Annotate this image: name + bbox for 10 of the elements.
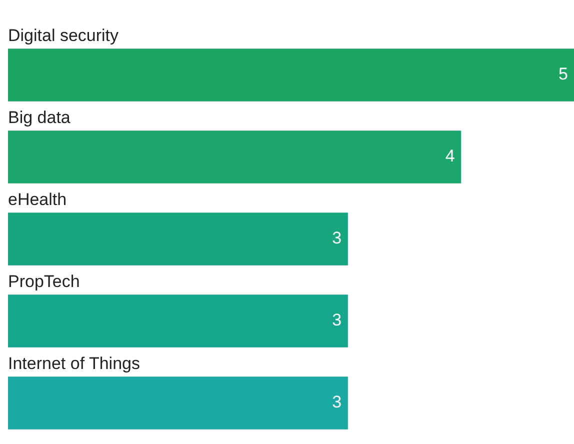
data-label: 4: [445, 146, 455, 166]
y-tick-label: Big data: [8, 108, 71, 127]
data-label: 3: [332, 310, 342, 330]
y-tick-label: Internet of Things: [8, 354, 140, 373]
y-tick-label: PropTech: [8, 272, 80, 291]
data-label: 3: [332, 228, 342, 248]
data-label: 3: [332, 392, 342, 412]
y-tick-label: Digital security: [8, 26, 120, 45]
y-tick-label: eHealth: [8, 190, 67, 209]
data-label: 5: [558, 64, 568, 84]
